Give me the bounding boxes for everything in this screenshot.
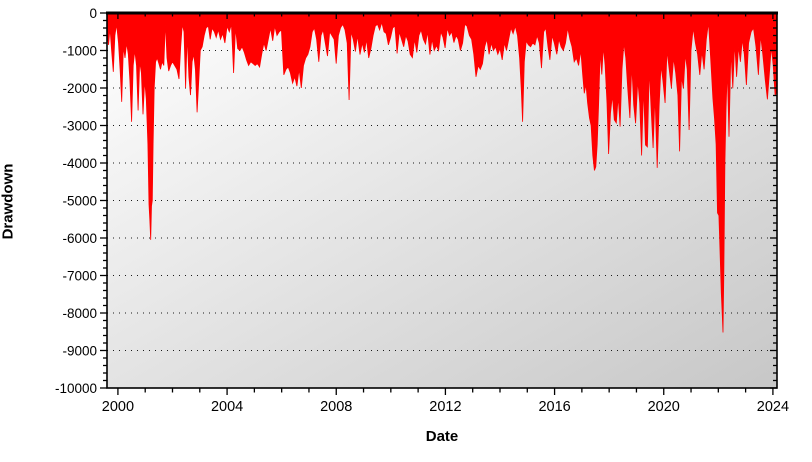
x-tick-label: 2020 (648, 399, 680, 415)
x-tick-label: 2008 (320, 399, 352, 415)
x-tick-label: 2000 (102, 399, 134, 415)
y-tick-label: -3000 (62, 119, 97, 134)
y-tick-label: -7000 (62, 269, 97, 284)
y-tick-label: -4000 (62, 156, 97, 171)
y-tick-label: -2000 (62, 81, 97, 96)
y-tick-label: -6000 (62, 231, 97, 246)
x-axis-title: Date (425, 428, 459, 445)
y-tick-label: -5000 (62, 194, 97, 209)
y-tick-label: -8000 (62, 306, 97, 321)
drawdown-area-series (106, 12, 778, 333)
x-tick-label: 2024 (757, 399, 789, 415)
y-tick-label: 0 (89, 6, 97, 21)
x-tick-label: 2012 (429, 399, 461, 415)
y-tick-label: -1000 (62, 44, 97, 59)
y-tick-label: -9000 (62, 344, 97, 359)
x-tick-label: 2004 (211, 399, 243, 415)
y-axis-title: Drawdown (0, 163, 17, 240)
y-tick-label: -10000 (55, 381, 97, 396)
x-tick-label: 2016 (538, 399, 570, 415)
